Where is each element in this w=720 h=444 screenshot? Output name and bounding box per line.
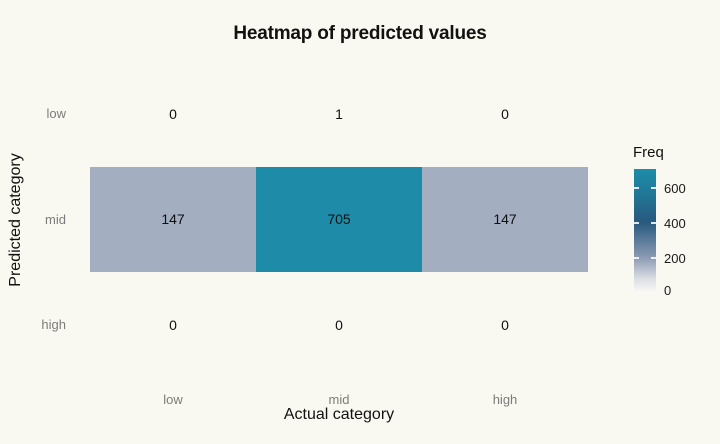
legend-tick-400: 400 <box>664 216 686 231</box>
y-tick-low: low <box>46 106 66 121</box>
chart-title: Heatmap of predicted values <box>233 23 487 44</box>
legend-gradient <box>634 169 656 293</box>
x-tick-high: high <box>492 392 518 407</box>
y-tick-high: high <box>41 317 66 332</box>
legend-tick-mark <box>651 222 656 224</box>
y-tick-mid: mid <box>45 212 66 227</box>
x-tick-mid: mid <box>328 392 350 407</box>
heatmap-cell: 147 <box>90 166 256 273</box>
heatmap-cell: 705 <box>256 166 422 273</box>
legend-tick-mark <box>651 257 656 259</box>
heatmap-cell: 1 <box>335 105 343 122</box>
heatmap-cell: 0 <box>169 317 177 334</box>
x-axis-title: Actual category <box>283 406 395 423</box>
heatmap-cell: 0 <box>169 105 177 122</box>
heatmap-cell: 0 <box>501 317 509 334</box>
legend-tick-600: 600 <box>664 181 686 196</box>
x-tick-low: low <box>163 392 183 407</box>
heatmap-cell: 0 <box>335 317 343 334</box>
legend-tick-mark <box>634 257 639 259</box>
heatmap-panel: 0 1 0 147 705 147 0 0 0 <box>90 61 588 378</box>
legend-tick-mark <box>634 187 639 189</box>
legend-title: Freq <box>633 144 664 161</box>
legend-tick-0: 0 <box>664 283 672 298</box>
legend-tick-mark <box>651 187 656 189</box>
legend-tick-mark <box>634 222 639 224</box>
legend-tick-200: 200 <box>664 251 686 266</box>
heatmap-cell: 147 <box>422 166 588 273</box>
heatmap-cell: 0 <box>501 105 509 122</box>
